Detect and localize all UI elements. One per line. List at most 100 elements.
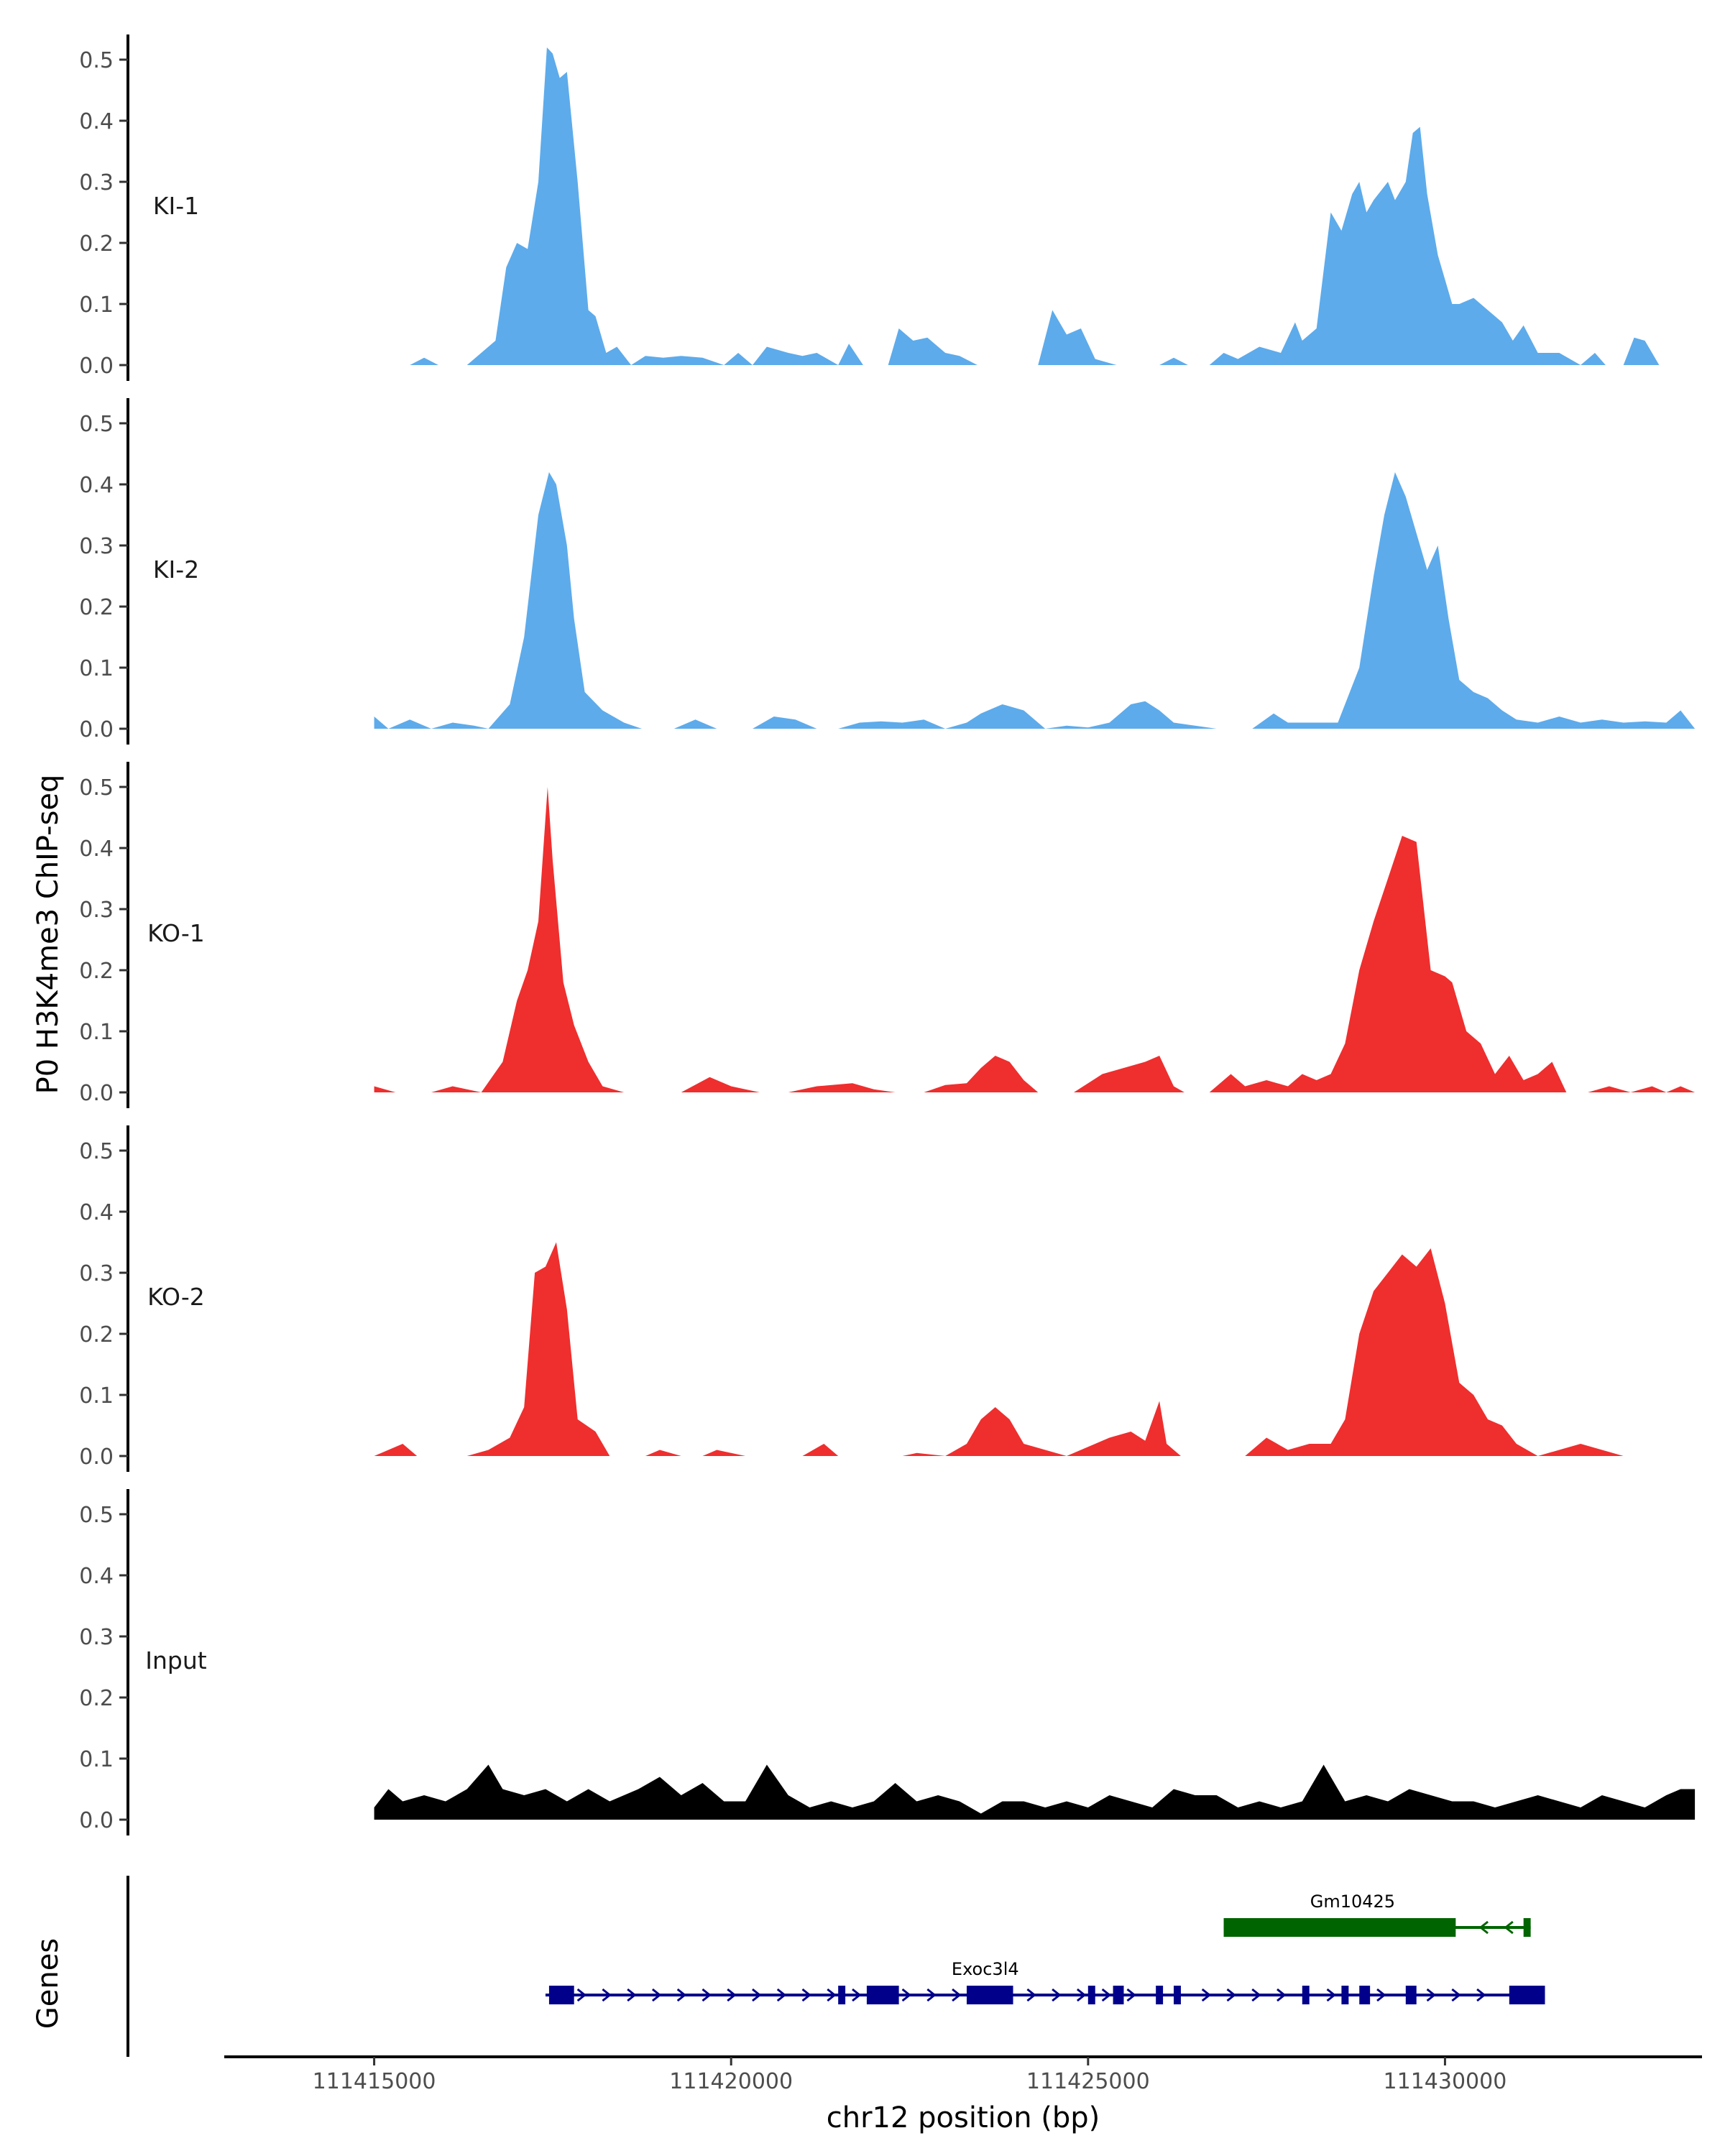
y-tick-label: 0.1 bbox=[79, 1020, 114, 1045]
strand-arrow bbox=[1126, 1988, 1136, 2002]
signal-tracks: 0.0 0.1 0.2 0.3 0.4 0.5 KI-1 0.0 0.1 0.2 0.3 0.4 0.5… bbox=[79, 34, 1696, 1835]
gene-label: Exoc3l4 bbox=[952, 1959, 1019, 1979]
x-axis: 111415000 111420000 111425000 111430000 bbox=[224, 2055, 1702, 2094]
y-tick-label: 0.4 bbox=[79, 1200, 114, 1225]
x-tick-label: 111420000 bbox=[669, 2069, 793, 2094]
strand-arrow bbox=[1376, 1988, 1386, 2002]
strand-arrow bbox=[1076, 1988, 1087, 2002]
strand-arrow bbox=[1326, 1988, 1336, 2002]
gene-exon bbox=[548, 1986, 574, 2004]
strand-arrow bbox=[627, 1988, 637, 2002]
strand-arrow bbox=[1201, 1988, 1212, 2002]
gene-exon bbox=[1174, 1986, 1181, 2004]
track-ko-1: 0.0 0.1 0.2 0.3 0.4 0.5 KO-1 bbox=[79, 762, 1696, 1108]
signal-area-ki-2 bbox=[374, 472, 1696, 729]
track-label: KI-1 bbox=[153, 192, 199, 220]
strand-arrow bbox=[852, 1988, 862, 2002]
track-ki-1: 0.0 0.1 0.2 0.3 0.4 0.5 KI-1 bbox=[79, 34, 1660, 381]
gene-exon bbox=[838, 1986, 846, 2004]
track-input: 0.0 0.1 0.2 0.3 0.4 0.5 Input bbox=[79, 1489, 1696, 1835]
y-tick-label: 0.5 bbox=[79, 412, 114, 437]
gene-exon bbox=[1341, 1986, 1349, 2004]
gene-exon bbox=[1156, 1986, 1164, 2004]
gene-exon bbox=[1113, 1986, 1124, 2004]
y-tick-label: 0.3 bbox=[79, 1625, 114, 1650]
strand-arrow bbox=[602, 1988, 612, 2002]
y-tick-label: 0.0 bbox=[79, 1081, 114, 1106]
gene-track: Gm10425 Exoc3l4 bbox=[126, 1876, 1545, 2057]
x-tick-label: 111415000 bbox=[313, 2069, 436, 2094]
strand-arrow bbox=[1226, 1988, 1236, 2002]
track-label: Input bbox=[145, 1646, 207, 1674]
signal-area-ki-1 bbox=[410, 47, 1660, 365]
y-tick-label: 0.2 bbox=[79, 959, 114, 984]
strand-arrow bbox=[1052, 1988, 1062, 2002]
strand-arrow bbox=[952, 1988, 962, 2002]
strand-arrow bbox=[1026, 1988, 1036, 2002]
y-tick-label: 0.2 bbox=[79, 595, 114, 620]
gene-exon bbox=[1302, 1986, 1310, 2004]
x-tick-label: 111425000 bbox=[1026, 2069, 1150, 2094]
strand-arrow bbox=[651, 1988, 662, 2002]
strand-arrow bbox=[1426, 1988, 1436, 2002]
gene-exon bbox=[1509, 1986, 1545, 2004]
y-tick-label: 0.2 bbox=[79, 1686, 114, 1711]
y-tick-label: 0.1 bbox=[79, 292, 114, 318]
y-tick-label: 0.2 bbox=[79, 231, 114, 257]
gene-exon bbox=[1359, 1986, 1371, 2004]
track-ko-2: 0.0 0.1 0.2 0.3 0.4 0.5 KO-2 bbox=[79, 1125, 1660, 1472]
strand-arrow bbox=[827, 1988, 837, 2002]
y-tick-label: 0.4 bbox=[79, 837, 114, 862]
gene-exon bbox=[1405, 1986, 1417, 2004]
signal-area-input bbox=[374, 1764, 1696, 1820]
strand-arrow bbox=[1451, 1988, 1461, 2002]
gene-exoc3l4: Exoc3l4 bbox=[545, 1959, 1545, 2004]
y-tick-label: 0.3 bbox=[79, 898, 114, 923]
strand-arrow bbox=[727, 1988, 737, 2002]
y-tick-label: 0.4 bbox=[79, 109, 114, 134]
y-tick-label: 0.5 bbox=[79, 1139, 114, 1164]
strand-arrow bbox=[1504, 1920, 1514, 1935]
y-tick-label: 0.3 bbox=[79, 170, 114, 195]
strand-arrow bbox=[901, 1988, 911, 2002]
strand-arrow bbox=[702, 1988, 712, 2002]
gene-exon bbox=[1223, 1918, 1456, 1937]
y-tick-label: 0.5 bbox=[79, 775, 114, 801]
gene-exon bbox=[866, 1986, 899, 2004]
signal-area-ko-1 bbox=[374, 787, 1696, 1092]
track-label: KO-2 bbox=[147, 1283, 205, 1311]
y-tick-label: 0.0 bbox=[79, 1808, 114, 1833]
track-ki-2: 0.0 0.1 0.2 0.3 0.4 0.5 KI-2 bbox=[79, 398, 1696, 745]
strand-arrow bbox=[752, 1988, 762, 2002]
track-label: KO-1 bbox=[147, 919, 205, 947]
x-tick-label: 111430000 bbox=[1384, 2069, 1507, 2094]
strand-arrow bbox=[676, 1988, 687, 2002]
strand-arrow bbox=[1101, 1988, 1112, 2002]
strand-arrow bbox=[776, 1988, 787, 2002]
strand-arrow bbox=[1251, 1988, 1261, 2002]
gene-exon bbox=[1523, 1918, 1531, 1937]
y-tick-label: 0.1 bbox=[79, 656, 114, 681]
gene-exon bbox=[1087, 1986, 1095, 2004]
strand-arrow bbox=[801, 1988, 811, 2002]
y-tick-label: 0.2 bbox=[79, 1322, 114, 1348]
strand-arrow bbox=[1476, 1988, 1486, 2002]
strand-arrow bbox=[1276, 1988, 1287, 2002]
strand-arrow bbox=[576, 1988, 587, 2002]
y-tick-label: 0.3 bbox=[79, 1261, 114, 1286]
y-tick-label: 0.3 bbox=[79, 534, 114, 559]
y-axis-title: P0 H3K4me3 ChIP-seq bbox=[32, 775, 65, 1095]
y-tick-label: 0.4 bbox=[79, 1564, 114, 1589]
y-tick-label: 0.5 bbox=[79, 1503, 114, 1528]
track-label: KI-2 bbox=[153, 556, 199, 584]
y-tick-label: 0.1 bbox=[79, 1747, 114, 1772]
y-tick-label: 0.0 bbox=[79, 354, 114, 379]
x-axis-title: chr12 position (bp) bbox=[827, 2101, 1100, 2134]
genes-axis-title: Genes bbox=[32, 1938, 65, 2029]
signal-area-ko-2 bbox=[374, 1242, 1660, 1456]
gene-gm10425: Gm10425 bbox=[1223, 1892, 1531, 1937]
y-tick-label: 0.0 bbox=[79, 717, 114, 742]
gene-label: Gm10425 bbox=[1310, 1892, 1395, 1912]
y-tick-label: 0.5 bbox=[79, 48, 114, 73]
